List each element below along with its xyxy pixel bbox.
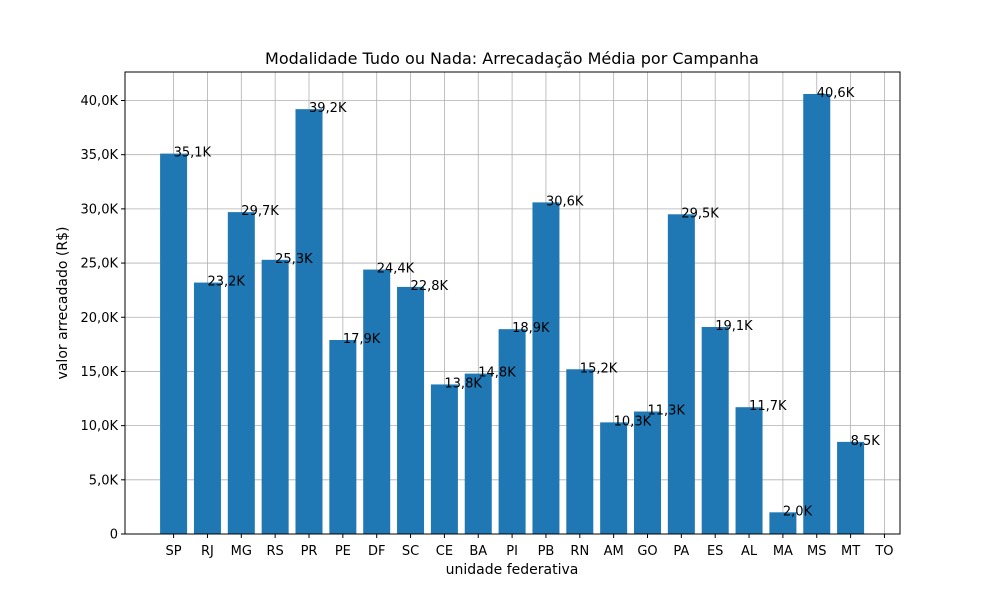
x-axis-label: unidade federativa [446,562,579,578]
x-tick-label: TO [874,544,893,559]
data-label: 24,4K [377,262,415,277]
bar-rn [566,369,594,534]
data-label: 40,6K [817,86,855,101]
data-label: 29,7K [241,204,279,219]
bar-pb [532,202,560,534]
bar-pe [329,340,357,534]
x-tick-label: RS [267,544,284,559]
y-tick-label: 35,0K [81,148,119,163]
bar-go [634,411,661,534]
data-label: 30,6K [546,194,584,209]
x-tick-label: AL [741,544,758,559]
x-axis: SP RJ MG RS PR PE DF SC CE BA PI PB RN AM GO PA ES AL MA MS… [166,534,894,559]
y-tick-label: 25,0K [81,257,119,272]
bar-am [600,422,628,534]
y-axis: 0 5,0K 10,0K 15,0K 20,0K 25,0K 30,0K 35,0K 40,0K [81,94,125,543]
data-label: 19,1K [715,319,753,334]
bar-al [735,407,763,534]
data-label: 23,2K [207,275,245,290]
bar-pa [667,214,695,534]
bar-ce [430,384,458,534]
y-tick-label: 20,0K [81,311,119,326]
x-tick-label: MG [231,544,252,559]
data-label: 11,3K [648,404,686,419]
data-label: 14,8K [478,366,516,381]
data-label: 13,8K [444,376,482,391]
bar-mg [227,212,255,534]
bar-pi [498,329,526,534]
x-tick-label: SC [402,544,419,559]
x-tick-label: MT [841,544,860,559]
bar-es [701,327,729,534]
y-tick-label: 0 [110,528,118,543]
bar-sp [160,153,188,535]
bar-rj [193,282,221,534]
x-tick-label: PI [506,544,518,559]
y-tick-label: 10,0K [81,419,119,434]
data-label: 2,0K [783,504,813,519]
data-labels: 35,1K 23,2K 29,7K 25,3K 39,2K 17,9K 24,4K 22,8K… [174,86,881,519]
bar-ma [769,512,797,534]
bar-ba [464,373,492,534]
bar-mt [837,441,865,534]
y-axis-label: valor arrecadado (R$) [55,227,71,380]
x-tick-label: PR [301,544,318,559]
bar-sc [397,286,425,534]
x-tick-label: CE [436,544,453,559]
y-tick-label: 40,0K [81,94,119,109]
data-label: 39,2K [309,101,347,116]
x-tick-label: DF [368,544,386,559]
x-tick-label: MA [773,544,793,559]
y-tick-label: 15,0K [81,365,119,380]
x-tick-label: RJ [201,544,214,559]
data-label: 8,5K [851,434,881,449]
x-tick-label: SP [166,544,182,559]
data-label: 22,8K [411,279,449,294]
bar-rs [261,259,289,534]
chart-title: Modalidade Tudo ou Nada: Arrecadação Méd… [265,49,759,68]
data-label: 17,9K [343,332,381,347]
x-tick-label: ES [707,544,723,559]
data-label: 11,7K [749,399,787,414]
x-tick-label: AM [604,544,624,559]
x-tick-label: BA [469,544,487,559]
x-tick-label: MS [807,544,826,559]
bar-df [363,269,391,534]
bars [160,94,865,535]
x-tick-label: PE [335,544,351,559]
bar-ms [803,94,831,534]
y-tick-label: 30,0K [81,202,119,217]
x-tick-label: RN [570,544,589,559]
bar-pr [295,109,323,534]
x-tick-label: PA [673,544,689,559]
x-tick-label: PB [538,544,555,559]
x-tick-label: GO [637,544,657,559]
y-tick-label: 5,0K [89,473,119,488]
data-label: 29,5K [681,206,719,221]
data-label: 35,1K [174,146,212,161]
data-label: 25,3K [275,252,313,267]
data-label: 15,2K [580,361,618,376]
data-label: 10,3K [614,414,652,429]
data-label: 18,9K [512,321,550,336]
